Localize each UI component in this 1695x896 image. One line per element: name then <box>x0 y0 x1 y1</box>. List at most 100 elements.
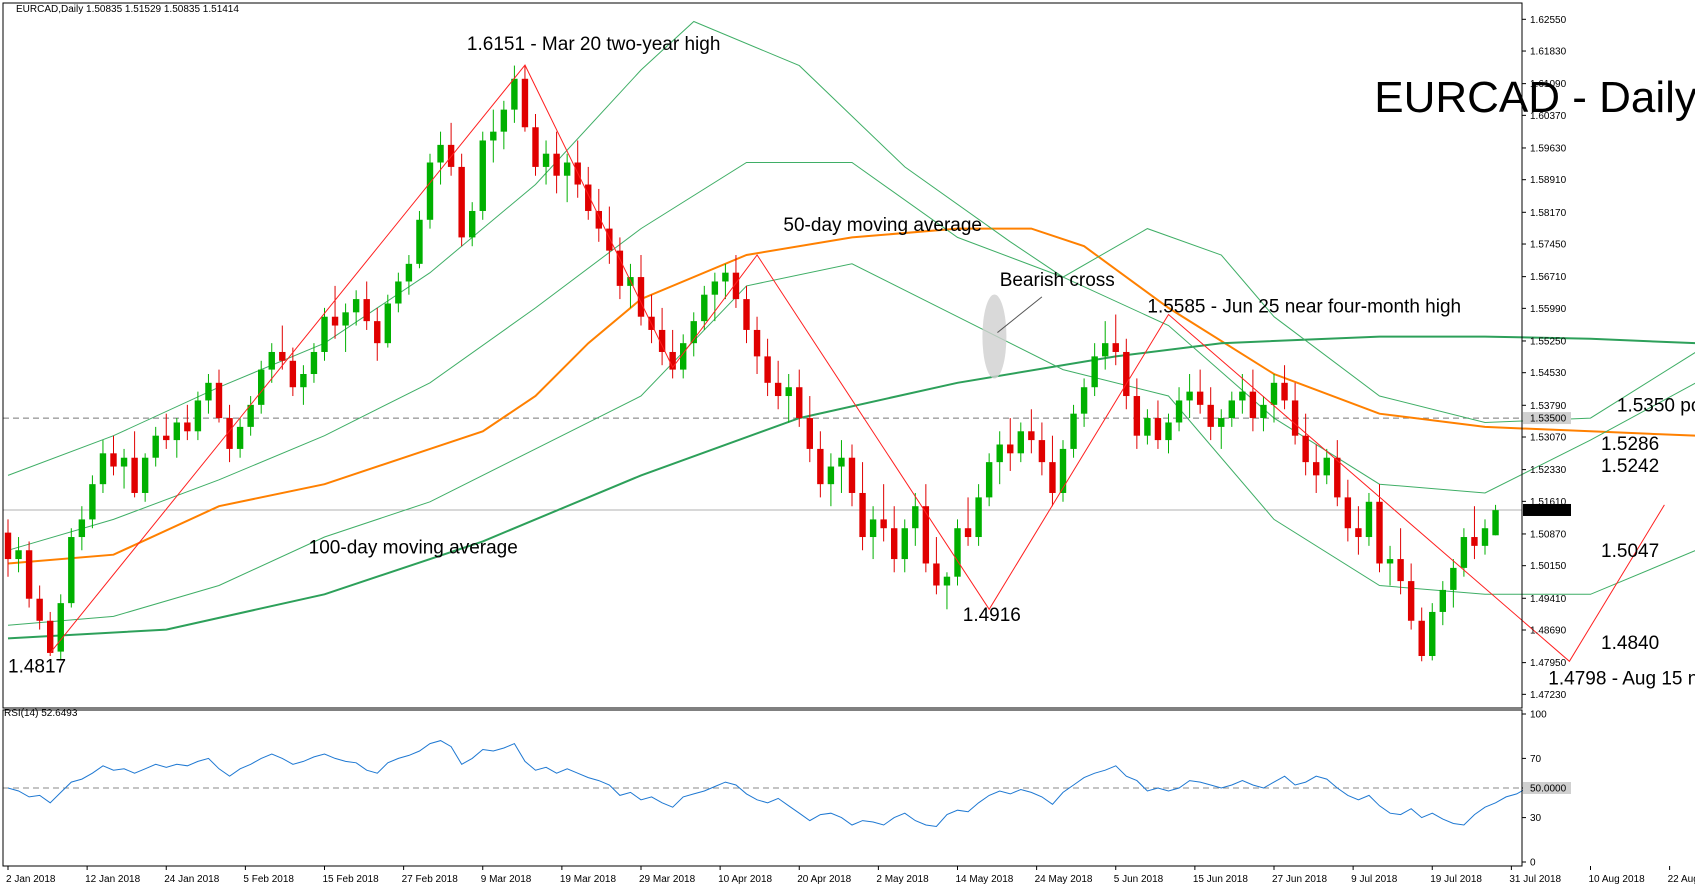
y-tick-label: 1.55250 <box>1530 336 1567 347</box>
candle-body <box>922 506 930 564</box>
candle-body <box>616 250 624 286</box>
y-tick-label: 1.49410 <box>1530 594 1567 605</box>
y-tick-label: 1.55990 <box>1530 304 1567 315</box>
candle-body <box>268 351 275 370</box>
candle-body <box>680 343 687 370</box>
candle-body <box>722 272 729 282</box>
candle-body <box>363 299 370 322</box>
annotation-label: 100-day moving average <box>309 537 518 558</box>
candle-body <box>1038 440 1046 463</box>
candle-body <box>1112 343 1119 352</box>
annotation-label: EURCAD - Daily chart <box>1374 73 1695 122</box>
candle-body <box>25 550 33 599</box>
price-tag-box <box>1523 503 1571 516</box>
candle-body <box>532 127 539 167</box>
candle-body <box>131 457 138 493</box>
candle-body <box>479 140 486 211</box>
x-tick-label: 9 Mar 2018 <box>481 874 532 885</box>
rsi-pane[interactable] <box>3 740 1549 828</box>
price-pane-frame <box>2 2 1523 709</box>
x-tick-label: 15 Jun 2018 <box>1193 874 1248 885</box>
y-tick-label: 1.58910 <box>1530 175 1567 186</box>
candle-body <box>1260 404 1267 419</box>
candle-body <box>827 466 835 485</box>
x-tick-label: 24 Jan 2018 <box>164 874 219 885</box>
y-tick-label: 1.56710 <box>1530 272 1567 283</box>
x-tick-label: 27 Feb 2018 <box>402 874 459 885</box>
annotation-label: 1.4916 <box>963 605 1021 626</box>
candle-body <box>637 277 645 317</box>
candle-body <box>1492 510 1499 536</box>
candle-body <box>289 360 297 388</box>
x-tick-label: 12 Jan 2018 <box>85 874 140 885</box>
candle-body <box>1080 387 1088 414</box>
candle-body <box>690 321 697 344</box>
x-tick-label: 10 Apr 2018 <box>718 874 772 885</box>
candle-body <box>891 528 898 560</box>
candle-body <box>226 418 233 449</box>
annotation-label: 1.5585 - Jun 25 near four-month high <box>1147 296 1461 317</box>
candle-body <box>1017 431 1024 454</box>
x-tick-label: 27 Jun 2018 <box>1272 874 1327 885</box>
candle-body <box>859 492 866 538</box>
candle-body <box>1186 391 1193 401</box>
candle-body <box>405 263 413 282</box>
candle-body <box>996 444 1003 463</box>
y-tick-label: 1.52330 <box>1530 465 1567 476</box>
x-tick-label: 19 Jul 2018 <box>1430 874 1482 885</box>
candle-body <box>912 506 919 529</box>
x-tick-label: 31 Jul 2018 <box>1509 874 1561 885</box>
price-pane[interactable]: 1.6151 - Mar 20 two-year high EURCAD - Da… <box>3 20 1695 690</box>
candle-body <box>99 453 107 485</box>
price-tag-label: 1.51414 <box>1530 505 1567 516</box>
candle-body <box>163 435 170 441</box>
candle-body <box>1102 343 1109 357</box>
upper-band-line <box>7 20 1695 476</box>
candle-body <box>1439 589 1446 612</box>
lower-band-line <box>7 263 1695 626</box>
rsi-tick-label: 0 <box>1530 858 1536 869</box>
candle-body <box>1397 559 1404 582</box>
candle-body <box>1049 462 1056 493</box>
candle-body <box>258 369 265 405</box>
y-tick-label: 1.58170 <box>1530 208 1567 219</box>
candle-body <box>1450 567 1457 590</box>
candle-body <box>901 528 908 560</box>
candle-body <box>511 78 518 110</box>
candle-body <box>1471 537 1478 546</box>
y-tick-label: 1.59630 <box>1530 143 1567 154</box>
annotation-label: 50-day moving average <box>783 215 982 236</box>
candle-body <box>458 166 465 238</box>
candle-body <box>236 426 244 449</box>
candle-body <box>4 532 12 560</box>
candle-body <box>1207 404 1214 427</box>
y-tick-label: 1.57450 <box>1530 240 1567 251</box>
rsi-line <box>7 740 1549 828</box>
x-tick-label: 22 Aug 2018 <box>1668 874 1695 885</box>
candle-body <box>806 418 813 449</box>
candle-body <box>848 457 856 493</box>
candle-body <box>1028 431 1035 441</box>
candle-body <box>395 281 402 304</box>
candle-body <box>1281 382 1288 401</box>
candle-body <box>1123 351 1130 397</box>
candle-body <box>1228 400 1235 419</box>
100-day-moving-average-line <box>7 335 1695 640</box>
candle-body <box>753 329 761 357</box>
candle-body <box>1334 457 1341 498</box>
candle-body <box>1344 497 1352 529</box>
candle-body <box>384 303 391 344</box>
candle-body <box>732 272 740 300</box>
candle-body <box>1239 391 1246 401</box>
candle-body <box>658 329 666 352</box>
candle-body <box>1407 581 1415 621</box>
candle-body <box>1133 396 1141 436</box>
bearish-cross-marker <box>982 294 1007 379</box>
candle-body <box>173 422 180 441</box>
candle-body <box>1059 448 1067 493</box>
candle-body <box>1460 537 1468 568</box>
candle-body <box>437 144 444 163</box>
